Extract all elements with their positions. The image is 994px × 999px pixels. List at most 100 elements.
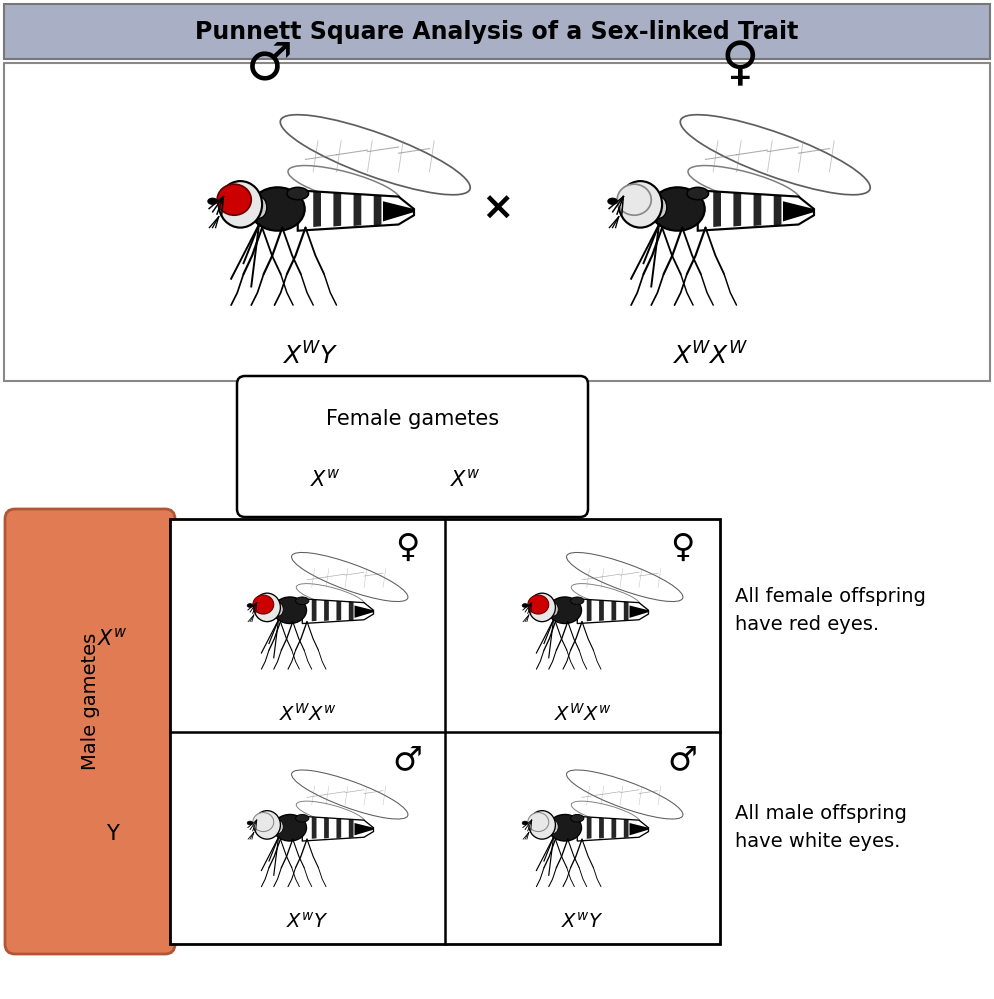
Polygon shape <box>734 193 742 227</box>
Ellipse shape <box>680 115 870 195</box>
Text: ♂: ♂ <box>667 743 697 776</box>
Text: $X^{w}$: $X^{w}$ <box>96 627 127 649</box>
Ellipse shape <box>252 595 273 614</box>
Ellipse shape <box>529 593 556 621</box>
Text: All male offspring
have white eyes.: All male offspring have white eyes. <box>735 804 907 851</box>
Ellipse shape <box>251 197 266 219</box>
Ellipse shape <box>571 814 583 822</box>
Text: ♂: ♂ <box>247 38 293 90</box>
Ellipse shape <box>529 810 556 839</box>
Polygon shape <box>324 600 329 621</box>
Ellipse shape <box>618 181 662 228</box>
Ellipse shape <box>549 814 581 841</box>
Ellipse shape <box>287 187 308 200</box>
Bar <box>4 4 990 59</box>
Text: Female gametes: Female gametes <box>326 409 499 429</box>
Text: Male gametes: Male gametes <box>81 633 99 770</box>
Text: ♀: ♀ <box>721 38 759 90</box>
Polygon shape <box>312 817 316 839</box>
Ellipse shape <box>608 198 617 205</box>
Ellipse shape <box>288 166 401 206</box>
Ellipse shape <box>273 814 306 841</box>
Ellipse shape <box>549 602 559 616</box>
Ellipse shape <box>528 812 549 831</box>
Polygon shape <box>324 817 329 838</box>
Ellipse shape <box>252 812 273 831</box>
Text: $X^{W}X^{w}$: $X^{W}X^{w}$ <box>554 702 611 724</box>
Ellipse shape <box>549 597 581 623</box>
Ellipse shape <box>572 583 640 608</box>
Polygon shape <box>383 201 414 222</box>
Ellipse shape <box>522 821 528 825</box>
Ellipse shape <box>567 770 683 819</box>
Polygon shape <box>313 192 321 227</box>
Ellipse shape <box>273 820 283 833</box>
Text: ♂: ♂ <box>392 743 421 776</box>
Polygon shape <box>333 193 341 227</box>
Text: $X^{w}$: $X^{w}$ <box>449 468 480 490</box>
Text: $X^{W}Y$: $X^{W}Y$ <box>281 343 338 370</box>
Ellipse shape <box>253 593 280 621</box>
Polygon shape <box>302 816 374 841</box>
Text: ×: × <box>481 190 513 228</box>
Ellipse shape <box>291 770 408 819</box>
Ellipse shape <box>253 810 280 839</box>
Polygon shape <box>599 600 603 621</box>
Polygon shape <box>354 194 361 226</box>
Polygon shape <box>586 817 591 839</box>
Text: $X^{W}X^{w}$: $X^{W}X^{w}$ <box>278 702 336 724</box>
Ellipse shape <box>248 603 252 607</box>
Ellipse shape <box>291 552 408 601</box>
Ellipse shape <box>571 597 583 604</box>
Ellipse shape <box>296 583 365 608</box>
FancyBboxPatch shape <box>5 509 175 954</box>
Ellipse shape <box>250 187 305 231</box>
Polygon shape <box>783 201 814 222</box>
Polygon shape <box>336 818 341 838</box>
Polygon shape <box>312 599 316 621</box>
Ellipse shape <box>295 597 309 604</box>
Polygon shape <box>355 605 374 617</box>
Polygon shape <box>611 818 616 838</box>
Ellipse shape <box>217 184 251 215</box>
Polygon shape <box>624 601 628 620</box>
Ellipse shape <box>273 602 283 616</box>
Ellipse shape <box>688 166 800 206</box>
Bar <box>4 63 990 381</box>
Ellipse shape <box>549 820 559 833</box>
Text: $X^{w}$: $X^{w}$ <box>310 468 340 490</box>
Ellipse shape <box>280 115 470 195</box>
Ellipse shape <box>248 821 252 825</box>
Polygon shape <box>336 600 341 620</box>
Text: $X^{w}Y$: $X^{w}Y$ <box>286 912 329 932</box>
Ellipse shape <box>617 184 651 215</box>
Ellipse shape <box>528 595 549 614</box>
Ellipse shape <box>651 197 667 219</box>
Polygon shape <box>355 823 374 835</box>
Polygon shape <box>714 192 721 227</box>
Text: All female offspring
have red eyes.: All female offspring have red eyes. <box>735 586 925 633</box>
Ellipse shape <box>650 187 705 231</box>
Polygon shape <box>611 600 616 620</box>
Ellipse shape <box>522 603 528 607</box>
Text: $X^{w}Y$: $X^{w}Y$ <box>562 912 603 932</box>
Polygon shape <box>629 823 648 835</box>
Ellipse shape <box>572 801 640 826</box>
Polygon shape <box>624 819 628 838</box>
Polygon shape <box>302 598 374 623</box>
Polygon shape <box>578 598 648 623</box>
Bar <box>170 519 720 944</box>
Ellipse shape <box>296 801 365 826</box>
Polygon shape <box>578 816 648 841</box>
Ellipse shape <box>567 552 683 601</box>
Ellipse shape <box>273 597 306 623</box>
FancyBboxPatch shape <box>237 376 588 517</box>
Polygon shape <box>773 195 781 226</box>
Text: Punnett Square Analysis of a Sex-linked Trait: Punnett Square Analysis of a Sex-linked … <box>195 20 799 44</box>
Text: Y: Y <box>105 823 118 843</box>
Polygon shape <box>629 605 648 617</box>
Polygon shape <box>599 817 603 838</box>
Polygon shape <box>298 191 414 231</box>
Ellipse shape <box>219 181 262 228</box>
Text: ♀: ♀ <box>395 530 419 563</box>
